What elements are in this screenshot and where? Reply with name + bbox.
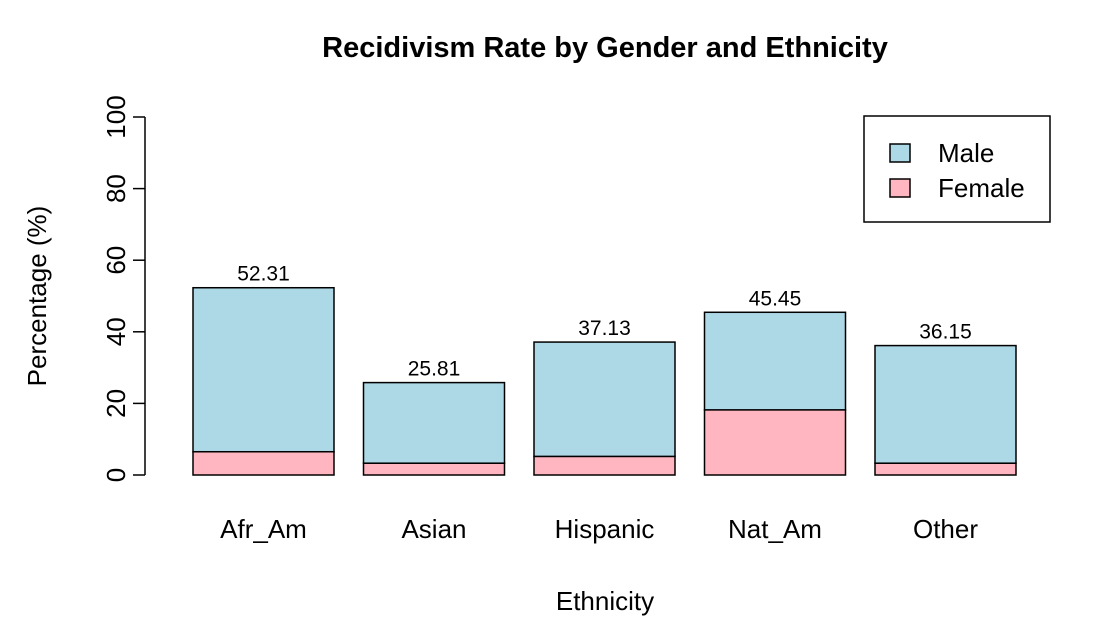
category-labels-group: Afr_Am Asian Hispanic Nat_Am Other [220, 514, 978, 544]
bar-male-asian [362, 381, 506, 464]
legend-swatch-male [889, 143, 911, 163]
bar-male-afr-am [192, 286, 335, 453]
legend: Male Female [863, 115, 1051, 223]
value-labels-group: 52.31 25.81 37.13 45.45 36.15 [237, 263, 972, 381]
legend-label-male: Male [938, 138, 994, 168]
bars-group [192, 286, 1017, 476]
chart-title: Recidivism Rate by Gender and Ethnicity [322, 32, 888, 64]
bar-male-other [874, 344, 1017, 464]
bar-male-nat-am [703, 311, 847, 411]
y-tick-label: 0 [101, 468, 131, 482]
x-category-label: Other [913, 514, 978, 544]
x-category-label: Asian [401, 514, 466, 544]
bar-female-other [874, 462, 1017, 476]
legend-box [863, 115, 1051, 223]
bar-female-afr-am [192, 450, 335, 476]
y-tick-label: 40 [101, 317, 131, 346]
bar-total-label: 37.13 [578, 317, 631, 340]
x-category-label: Hispanic [555, 514, 655, 544]
y-tick-label: 60 [101, 246, 131, 275]
bar-total-label: 52.31 [237, 263, 290, 286]
y-tick-label: 100 [101, 95, 131, 138]
bar-male-hispanic [533, 341, 676, 458]
y-tick-label: 80 [101, 174, 131, 203]
bar-total-label: 36.15 [919, 321, 972, 344]
legend-label-female: Female [938, 173, 1025, 203]
x-category-label: Afr_Am [220, 514, 307, 544]
bar-female-asian [362, 462, 506, 476]
legend-swatch-female [889, 178, 911, 198]
x-category-label: Nat_Am [728, 514, 822, 544]
bar-female-nat-am [703, 409, 847, 476]
x-axis-label: Ethnicity [556, 586, 654, 616]
bar-female-hispanic [533, 455, 676, 476]
bar-total-label: 25.81 [408, 358, 461, 381]
bar-total-label: 45.45 [749, 287, 802, 310]
y-tick-label: 20 [101, 389, 131, 418]
y-axis: 0 20 40 60 80 100 [101, 95, 146, 482]
y-axis-label: Percentage (%) [22, 206, 52, 387]
